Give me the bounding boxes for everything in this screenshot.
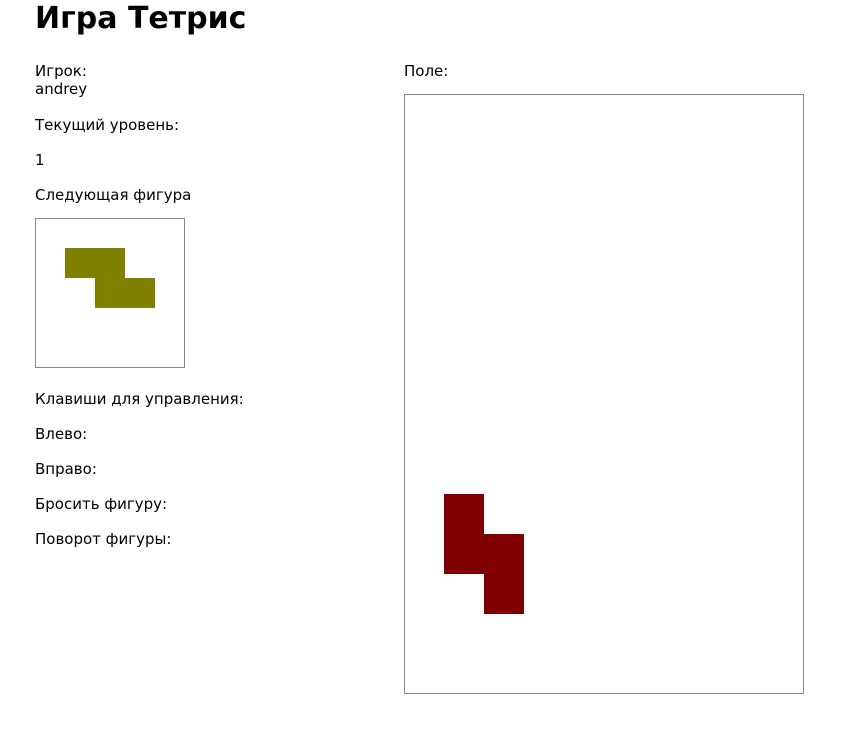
next-piece-label: Следующая фигура — [35, 186, 192, 204]
control-right-label: Вправо: — [35, 460, 97, 478]
next-piece-cell — [125, 278, 155, 308]
active-piece-cell — [484, 534, 524, 574]
player-name: andrey — [35, 80, 88, 98]
level-value: 1 — [35, 151, 45, 169]
active-piece-cell — [444, 494, 484, 534]
control-drop-label: Бросить фигуру: — [35, 495, 168, 513]
game-board[interactable] — [404, 94, 804, 694]
control-left-label: Влево: — [35, 425, 88, 443]
active-piece-cell — [484, 574, 524, 614]
level-label: Текущий уровень: — [35, 116, 180, 134]
control-rotate-label: Поворот фигуры: — [35, 530, 172, 548]
board-label: Поле: — [404, 62, 449, 80]
next-piece-cell — [95, 248, 125, 278]
next-piece-cell — [65, 248, 95, 278]
page-title: Игра Тетрис — [35, 1, 247, 36]
next-piece-cell — [95, 278, 125, 308]
next-piece-preview — [35, 218, 185, 368]
controls-label: Клавиши для управления: — [35, 390, 244, 408]
player-label: Игрок: — [35, 62, 87, 80]
active-piece-cell — [444, 534, 484, 574]
